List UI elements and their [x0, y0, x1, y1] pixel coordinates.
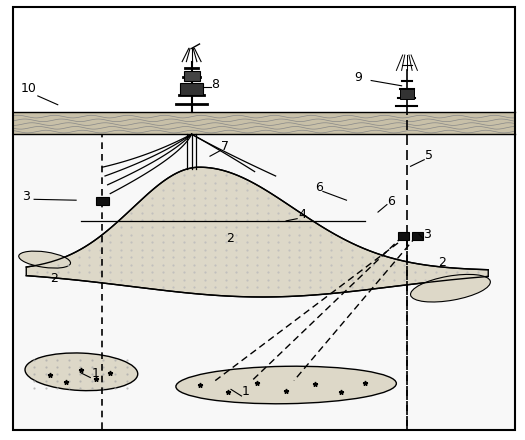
Bar: [13, 112, 514, 134]
Bar: [184, 71, 200, 81]
Bar: [13, 7, 514, 112]
Polygon shape: [26, 167, 488, 297]
Bar: [13, 134, 514, 430]
Ellipse shape: [19, 251, 70, 268]
Text: 6: 6: [315, 181, 323, 194]
Text: 8: 8: [212, 78, 219, 91]
Bar: [412, 232, 423, 240]
Text: 5: 5: [425, 149, 433, 162]
Bar: [96, 197, 109, 205]
Text: 2: 2: [438, 256, 446, 269]
Text: 1: 1: [242, 385, 249, 398]
Text: 2: 2: [226, 232, 234, 245]
Text: 4: 4: [298, 208, 306, 221]
Text: 1: 1: [92, 367, 100, 380]
Ellipse shape: [411, 275, 490, 302]
Text: 2: 2: [50, 271, 58, 285]
Text: 3: 3: [423, 227, 431, 241]
Text: 3: 3: [22, 190, 30, 203]
Text: 9: 9: [354, 71, 362, 84]
Text: 7: 7: [220, 139, 228, 153]
Bar: [400, 89, 414, 99]
Text: 6: 6: [387, 194, 395, 208]
Text: 10: 10: [21, 82, 37, 95]
Bar: [180, 83, 203, 95]
Ellipse shape: [176, 366, 396, 404]
Ellipse shape: [25, 353, 138, 391]
Bar: [398, 232, 409, 240]
